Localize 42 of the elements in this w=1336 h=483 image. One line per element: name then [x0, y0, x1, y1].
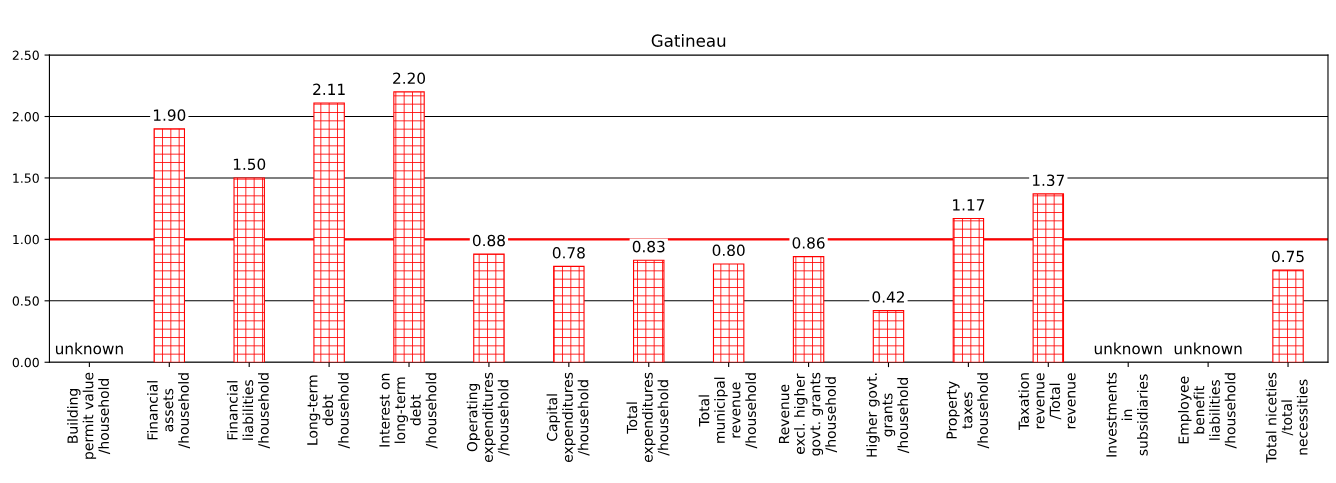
data-label: 2.20 [393, 72, 426, 85]
x-tick-label: Total expenditures /household [626, 372, 670, 462]
x-tick-label: Taxation revenue /Total revenue [1018, 373, 1076, 431]
y-tick-label: 1.50 [13, 173, 39, 183]
y-tick-label: 0.50 [12, 296, 39, 306]
text: unknown [55, 342, 123, 355]
data-label: 0.42 [872, 291, 904, 303]
data-label: 1.37 [1032, 174, 1064, 187]
bar [872, 310, 905, 363]
x-tick-label: Total niceties /total necessities [1265, 372, 1308, 463]
data-label: 0.80 [712, 244, 745, 257]
x-tick-label: Higher govt. grants /household [866, 373, 910, 457]
data-label: 0.86 [792, 237, 825, 249]
text: unknown [1094, 342, 1162, 355]
x-tick-label: Employee benefit liabilities /household [1178, 373, 1237, 449]
bar [633, 259, 665, 363]
x-tick-label: Capital expenditures /household [546, 372, 590, 462]
data-label: 0.83 [632, 240, 665, 253]
data-label: 2.11 [313, 83, 345, 95]
data-label: 0.88 [472, 234, 505, 247]
data-label: 1.90 [153, 109, 186, 121]
chart-title: Gatineau [651, 34, 726, 47]
data-label: 0.78 [552, 246, 585, 259]
text: unknown [1174, 342, 1242, 355]
x-tick-label: Financial assets /household [147, 373, 190, 449]
x-tick-label: Long-term debt /household [307, 373, 350, 449]
data-label: 1.50 [233, 158, 266, 171]
y-tick-label: 1.00 [13, 234, 39, 245]
x-tick-label: Total municipal revenue /household [698, 373, 758, 449]
y-tick-label: 0.00 [12, 357, 39, 368]
bar [473, 253, 505, 363]
x-tick-label: Building permit value /household [67, 372, 111, 459]
y-tick-label: 2.00 [12, 111, 39, 122]
data-label: 0.75 [1272, 250, 1304, 263]
x-tick-label: Interest on long-term debt /household [379, 373, 438, 449]
x-tick-label: Investments in subsidiaries [1106, 372, 1148, 457]
x-tick-label: Operating expenditures /household [466, 372, 510, 462]
x-tick-label: Financial liabilities /household [226, 373, 270, 449]
bar [792, 256, 825, 363]
data-label: 1.17 [953, 199, 985, 211]
x-tick-label: Property taxes /household [946, 373, 990, 449]
y-tick-label: 2.50 [12, 50, 39, 60]
